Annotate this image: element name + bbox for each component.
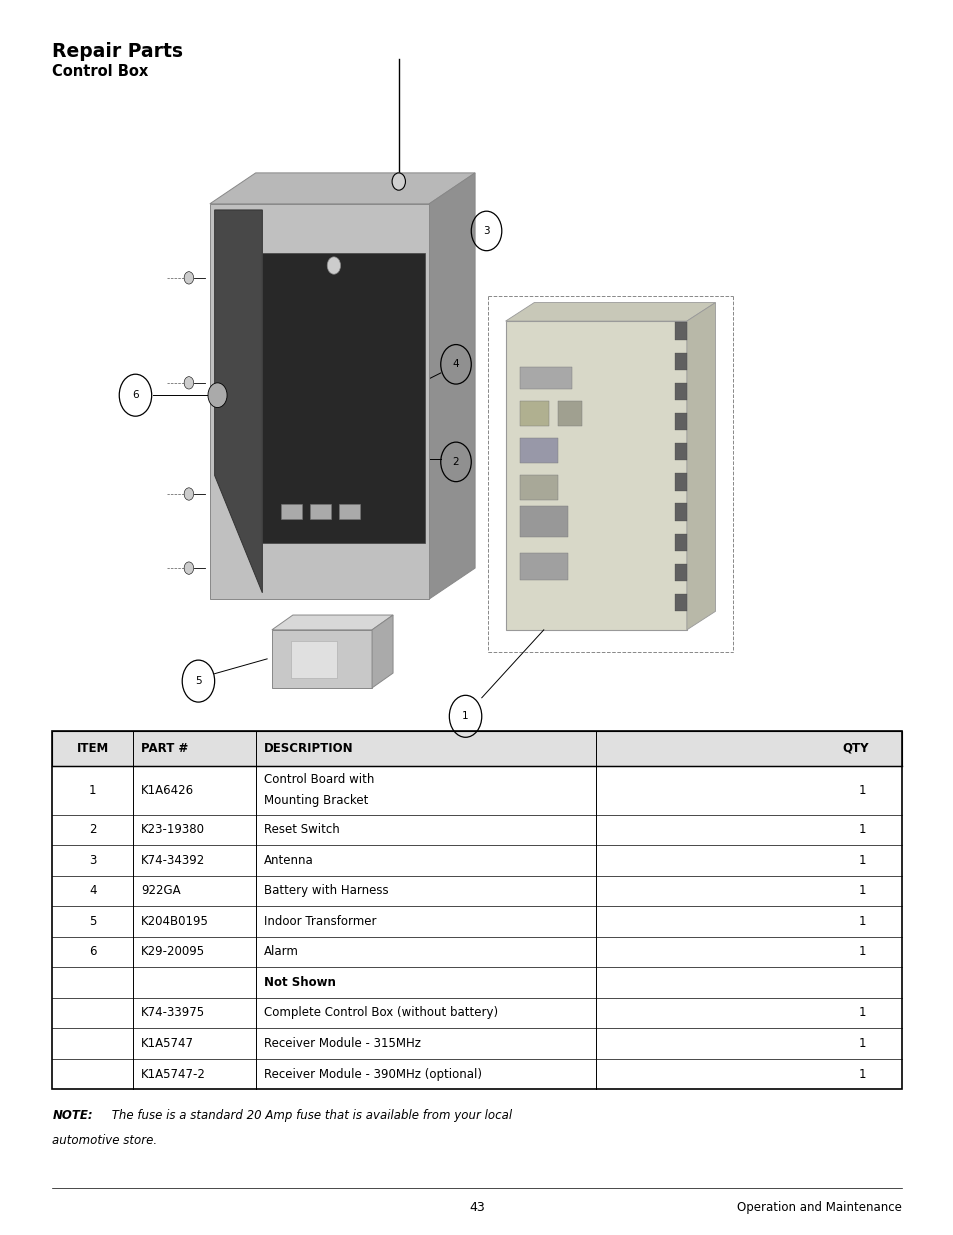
Text: 6: 6 xyxy=(89,946,96,958)
Text: K1A6426: K1A6426 xyxy=(141,784,193,797)
Bar xyxy=(291,641,336,678)
Text: K74-34392: K74-34392 xyxy=(141,853,205,867)
Text: K1A5747-2: K1A5747-2 xyxy=(141,1067,206,1081)
Circle shape xyxy=(327,257,340,274)
Text: 2: 2 xyxy=(453,457,458,467)
Text: 5: 5 xyxy=(89,915,96,927)
Circle shape xyxy=(208,383,227,408)
Text: NOTE:: NOTE: xyxy=(52,1109,93,1123)
Text: QTY: QTY xyxy=(841,742,867,755)
Bar xyxy=(505,321,686,630)
Text: PART #: PART # xyxy=(141,742,188,755)
Circle shape xyxy=(184,562,193,574)
Text: 922GA: 922GA xyxy=(141,884,180,898)
Polygon shape xyxy=(262,253,424,543)
Text: Alarm: Alarm xyxy=(264,946,298,958)
Text: ITEM: ITEM xyxy=(76,742,109,755)
Text: K74-33975: K74-33975 xyxy=(141,1007,205,1019)
Polygon shape xyxy=(686,303,715,630)
Polygon shape xyxy=(372,615,393,688)
Text: Battery with Harness: Battery with Harness xyxy=(264,884,388,898)
Text: Reset Switch: Reset Switch xyxy=(264,824,339,836)
Text: Receiver Module - 315MHz: Receiver Module - 315MHz xyxy=(264,1037,420,1050)
Text: Operation and Maintenance: Operation and Maintenance xyxy=(736,1202,901,1214)
Bar xyxy=(675,564,686,582)
Polygon shape xyxy=(429,173,475,599)
Bar xyxy=(675,473,686,490)
Text: Receiver Module - 390MHz (optional): Receiver Module - 390MHz (optional) xyxy=(264,1067,481,1081)
Bar xyxy=(52,731,901,766)
Bar xyxy=(310,504,331,519)
Text: 2: 2 xyxy=(89,824,96,836)
Bar xyxy=(519,475,558,500)
Circle shape xyxy=(184,377,193,389)
Bar xyxy=(281,504,302,519)
Text: 1: 1 xyxy=(858,946,865,958)
Text: 3: 3 xyxy=(89,853,96,867)
Circle shape xyxy=(184,488,193,500)
Bar xyxy=(519,367,572,389)
Text: K204B0195: K204B0195 xyxy=(141,915,209,927)
Text: 1: 1 xyxy=(858,1067,865,1081)
Bar xyxy=(558,401,581,426)
Bar xyxy=(519,401,548,426)
Text: 4: 4 xyxy=(89,884,96,898)
Text: Control Box: Control Box xyxy=(52,64,149,79)
Bar xyxy=(210,204,429,599)
Text: 1: 1 xyxy=(858,1007,865,1019)
Bar xyxy=(675,443,686,461)
Bar xyxy=(338,504,359,519)
Text: 1: 1 xyxy=(89,784,96,797)
Text: Antenna: Antenna xyxy=(264,853,314,867)
Text: 1: 1 xyxy=(858,784,865,797)
Text: 5: 5 xyxy=(195,676,201,687)
Text: 1: 1 xyxy=(858,884,865,898)
Text: 6: 6 xyxy=(132,390,138,400)
Text: 1: 1 xyxy=(858,824,865,836)
Text: K29-20095: K29-20095 xyxy=(141,946,205,958)
Text: DESCRIPTION: DESCRIPTION xyxy=(264,742,354,755)
Bar xyxy=(675,322,686,340)
Bar xyxy=(519,506,567,537)
Text: Control Board with: Control Board with xyxy=(264,773,374,785)
Text: 1: 1 xyxy=(858,853,865,867)
Bar xyxy=(675,383,686,400)
Text: automotive store.: automotive store. xyxy=(52,1134,157,1147)
Bar xyxy=(675,534,686,551)
Circle shape xyxy=(184,272,193,284)
Text: The fuse is a standard 20 Amp fuse that is available from your local: The fuse is a standard 20 Amp fuse that … xyxy=(108,1109,512,1123)
Text: Complete Control Box (without battery): Complete Control Box (without battery) xyxy=(264,1007,497,1019)
Polygon shape xyxy=(210,173,475,204)
Text: Repair Parts: Repair Parts xyxy=(52,42,183,61)
Bar xyxy=(675,594,686,611)
Circle shape xyxy=(392,173,405,190)
Bar xyxy=(52,731,901,1089)
Text: 4: 4 xyxy=(453,359,458,369)
Text: Mounting Bracket: Mounting Bracket xyxy=(264,794,368,808)
Text: Indoor Transformer: Indoor Transformer xyxy=(264,915,376,927)
Text: 1: 1 xyxy=(858,915,865,927)
Polygon shape xyxy=(272,615,393,630)
Text: 1: 1 xyxy=(858,1037,865,1050)
Text: Not Shown: Not Shown xyxy=(264,976,335,989)
Text: 43: 43 xyxy=(469,1202,484,1214)
Bar xyxy=(519,438,558,463)
Text: K1A5747: K1A5747 xyxy=(141,1037,193,1050)
Text: 3: 3 xyxy=(483,226,489,236)
Bar xyxy=(675,504,686,521)
Bar xyxy=(675,412,686,430)
Bar xyxy=(272,630,372,688)
Polygon shape xyxy=(214,210,262,593)
Bar xyxy=(675,352,686,369)
Bar xyxy=(519,553,567,580)
Polygon shape xyxy=(505,303,715,321)
Text: K23-19380: K23-19380 xyxy=(141,824,205,836)
Text: 1: 1 xyxy=(462,711,468,721)
